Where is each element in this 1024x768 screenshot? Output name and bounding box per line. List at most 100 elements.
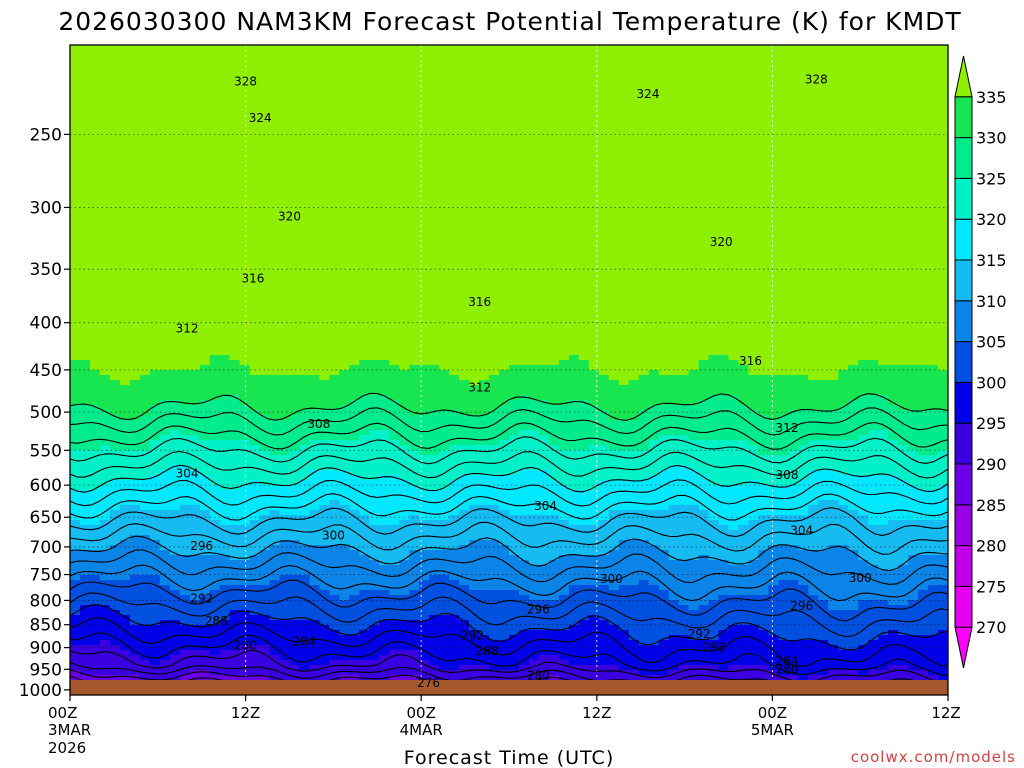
field-cell	[219, 500, 231, 506]
field-cell	[80, 435, 91, 441]
field-cell	[119, 65, 131, 71]
field-cell	[319, 220, 330, 226]
field-cell	[309, 230, 321, 236]
field-cell	[109, 170, 121, 176]
field-cell	[429, 655, 440, 661]
field-cell	[139, 205, 151, 211]
field-cell	[109, 185, 121, 191]
field-cell	[379, 515, 390, 521]
field-cell	[90, 435, 101, 441]
field-cell	[229, 595, 241, 601]
field-cell	[299, 95, 311, 101]
field-cell	[399, 135, 410, 141]
field-cell	[99, 270, 111, 276]
field-cell	[259, 500, 271, 506]
field-cell	[149, 310, 161, 316]
field-cell	[90, 180, 101, 186]
field-cell	[449, 140, 460, 146]
field-cell	[269, 175, 281, 181]
field-cell	[429, 540, 440, 546]
field-cell	[339, 140, 350, 146]
field-cell	[149, 125, 161, 131]
field-cell	[119, 665, 131, 671]
field-cell	[80, 490, 91, 496]
field-cell	[149, 435, 161, 441]
field-cell	[179, 485, 191, 491]
field-cell	[329, 635, 340, 641]
field-cell	[219, 320, 231, 326]
field-cell	[279, 130, 291, 136]
field-cell	[149, 200, 161, 206]
field-cell	[439, 100, 450, 106]
field-cell	[439, 170, 450, 176]
field-cell	[329, 315, 340, 321]
field-cell	[269, 670, 281, 676]
field-cell	[399, 225, 410, 231]
field-cell	[339, 620, 350, 626]
field-cell	[309, 215, 321, 221]
field-cell	[169, 225, 181, 231]
field-cell	[349, 120, 360, 126]
field-cell	[80, 105, 91, 111]
field-cell	[90, 400, 101, 406]
field-cell	[329, 540, 340, 546]
field-cell	[90, 230, 101, 236]
field-cell	[439, 445, 450, 451]
field-cell	[139, 515, 151, 521]
field-cell	[209, 195, 221, 201]
field-cell	[349, 190, 360, 196]
field-cell	[90, 110, 101, 116]
field-cell	[70, 195, 81, 201]
field-cell	[109, 220, 121, 226]
field-cell	[429, 345, 440, 351]
field-cell	[209, 130, 221, 136]
field-cell	[99, 240, 111, 246]
field-cell	[219, 625, 231, 631]
field-cell	[309, 555, 321, 561]
field-cell	[209, 485, 221, 491]
field-cell	[70, 570, 81, 576]
field-cell	[429, 45, 440, 51]
field-cell	[439, 225, 450, 231]
field-cell	[359, 80, 370, 86]
field-cell	[189, 100, 201, 106]
field-cell	[149, 330, 161, 336]
field-cell	[199, 435, 211, 441]
field-cell	[169, 570, 181, 576]
field-cell	[129, 105, 141, 111]
field-cell	[419, 500, 430, 506]
field-cell	[369, 565, 380, 571]
field-cell	[109, 115, 121, 121]
field-cell	[309, 550, 321, 556]
field-cell	[239, 360, 251, 366]
field-cell	[209, 505, 221, 511]
field-cell	[379, 495, 390, 501]
field-cell	[129, 85, 141, 91]
field-cell	[379, 410, 390, 416]
field-cell	[179, 160, 191, 166]
field-cell	[449, 50, 460, 56]
field-cell	[229, 45, 241, 51]
field-cell	[249, 220, 261, 226]
field-cell	[309, 370, 321, 376]
field-cell	[389, 410, 400, 416]
field-cell	[399, 505, 410, 511]
field-cell	[159, 280, 171, 286]
field-cell	[119, 545, 131, 551]
field-cell	[319, 45, 330, 51]
field-cell	[70, 265, 81, 271]
field-cell	[259, 100, 271, 106]
field-cell	[329, 400, 340, 406]
field-cell	[219, 470, 231, 476]
field-cell	[349, 225, 360, 231]
field-cell	[439, 675, 450, 681]
field-cell	[219, 220, 231, 226]
field-cell	[399, 595, 410, 601]
field-cell	[369, 135, 380, 141]
field-cell	[199, 235, 211, 241]
field-cell	[309, 195, 321, 201]
field-cell	[109, 600, 121, 606]
field-cell	[70, 175, 81, 181]
field-cell	[99, 565, 111, 571]
field-cell	[329, 290, 340, 296]
